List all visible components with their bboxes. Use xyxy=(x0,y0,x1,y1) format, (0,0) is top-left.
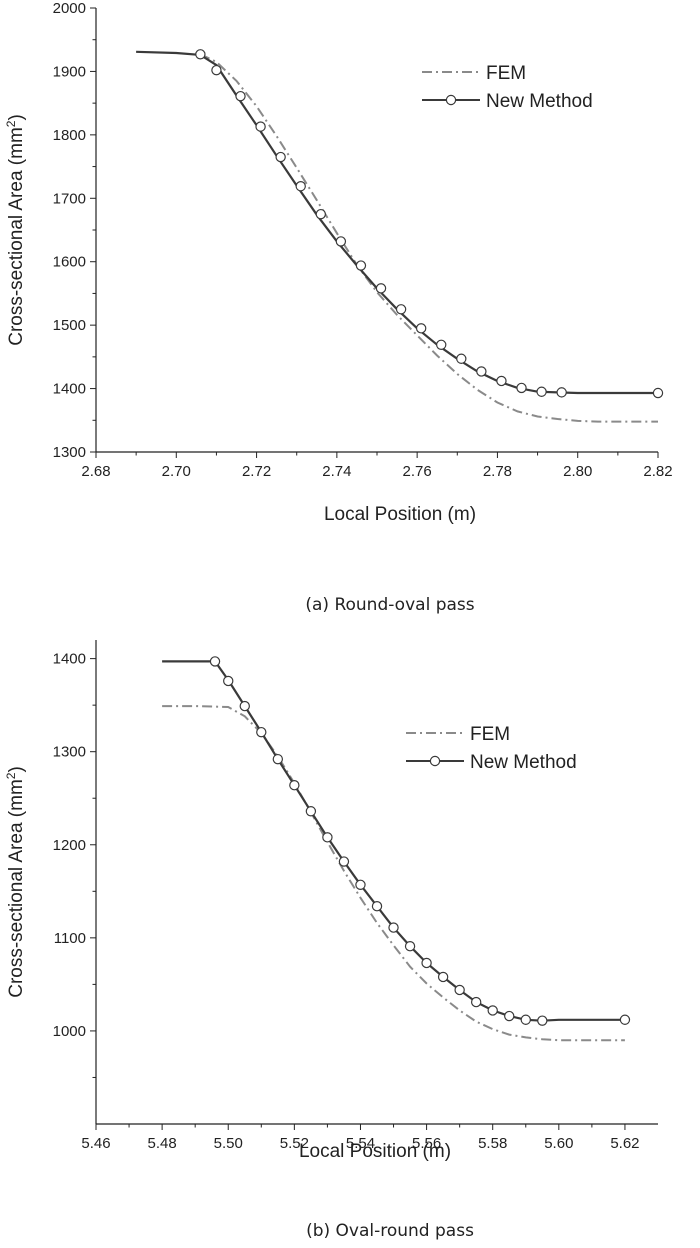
y-axis-label-close: ) xyxy=(6,114,27,120)
y-tick-label: 1400 xyxy=(53,651,86,668)
y-tick-label: 1300 xyxy=(53,444,86,461)
y-axis-label-close: ) xyxy=(6,766,27,772)
x-tick-label: 5.58 xyxy=(478,1135,507,1152)
data-point-new-method xyxy=(556,387,567,398)
data-point-new-method xyxy=(536,386,547,397)
data-point-new-method xyxy=(239,700,250,712)
x-tick-label: 2.72 xyxy=(242,463,271,480)
legend-label: New Method xyxy=(470,752,577,773)
y-axis-label-text: Cross-sectional Area (mm xyxy=(6,779,27,998)
chart-a: 2.68 2.70 2.72 2.74 2.76 2.78 2.80 2.82 1300 1400… xyxy=(4,0,673,615)
figure-caption: (a) Round-oval pass xyxy=(305,595,474,615)
legend-label: New Method xyxy=(486,91,593,112)
legend-marker-new-method xyxy=(445,94,457,106)
data-point-new-method xyxy=(305,806,317,817)
data-point-new-method xyxy=(289,780,300,791)
x-tick-label: 2.74 xyxy=(322,463,351,480)
x-tick-label: 5.54 xyxy=(346,1135,375,1152)
data-point-new-method xyxy=(355,260,367,271)
data-point-new-method xyxy=(436,339,447,351)
x-axis-label: Local Position (m) xyxy=(299,1141,451,1162)
y-tick-label: 1900 xyxy=(53,63,86,80)
legend-label: FEM xyxy=(470,724,510,745)
data-point-new-method xyxy=(470,996,482,1008)
data-point-new-method xyxy=(256,726,267,738)
data-point-new-method xyxy=(338,856,350,867)
x-tick-label: 5.56 xyxy=(412,1135,441,1152)
data-point-new-method xyxy=(335,236,347,247)
data-point-new-method xyxy=(537,1015,548,1026)
x-tick-label: 2.80 xyxy=(563,463,592,480)
y-tick-label: 1100 xyxy=(54,930,86,947)
data-point-new-method xyxy=(504,1010,515,1022)
data-point-new-method xyxy=(388,922,399,933)
data-point-new-method xyxy=(516,382,527,394)
data-point-new-method xyxy=(275,151,286,163)
y-axis-label: Cross-sectional Area (mm2) xyxy=(4,766,27,998)
x-tick-label: 5.48 xyxy=(148,1135,177,1152)
chart-b: 5.46 5.48 5.50 5.52 5.54 5.56 5.58 5.60 5.62 1000… xyxy=(4,640,658,1241)
y-tick-label: 1600 xyxy=(53,254,86,271)
y-tick-label: 1400 xyxy=(53,381,86,398)
y-axis-label-superscript: 2 xyxy=(4,120,18,127)
x-tick-label: 2.70 xyxy=(162,463,191,480)
x-tick-label: 5.50 xyxy=(214,1135,243,1152)
data-point-new-method xyxy=(375,283,387,294)
data-point-new-method xyxy=(454,984,465,996)
x-tick-label: 5.60 xyxy=(544,1135,573,1152)
data-point-new-method xyxy=(235,90,246,102)
data-point-new-method xyxy=(371,901,383,912)
y-axis-label: Cross-sectional Area (mm2) xyxy=(4,114,27,346)
data-point-new-method xyxy=(322,832,333,843)
y-tick-label: 1700 xyxy=(53,190,86,207)
x-tick-label: 5.62 xyxy=(610,1135,639,1152)
data-point-new-method xyxy=(295,181,306,192)
data-point-new-method xyxy=(195,49,206,60)
x-tick-label: 2.68 xyxy=(81,463,110,480)
x-tick-label: 2.78 xyxy=(483,463,512,480)
data-point-new-method xyxy=(355,879,366,890)
data-point-new-method xyxy=(415,323,427,334)
legend-marker-new-method xyxy=(429,755,441,767)
x-tick-label: 2.82 xyxy=(643,463,672,480)
y-tick-label: 1800 xyxy=(53,127,86,144)
data-point-new-method xyxy=(404,941,416,952)
series-line-new-method xyxy=(162,660,625,1022)
x-tick-label: 2.76 xyxy=(403,463,432,480)
data-point-new-method xyxy=(223,675,234,687)
data-point-new-method xyxy=(272,753,284,765)
data-point-new-method xyxy=(421,957,432,969)
y-tick-label: 1000 xyxy=(53,1023,86,1040)
data-point-new-method xyxy=(496,375,507,387)
data-point-new-method xyxy=(395,304,407,315)
y-axis-label-superscript: 2 xyxy=(4,772,18,779)
data-point-new-method xyxy=(476,366,487,377)
data-point-new-method xyxy=(520,1014,531,1025)
data-point-new-method xyxy=(255,121,266,132)
x-tick-label: 5.46 xyxy=(81,1135,110,1152)
y-axis-label-text: Cross-sectional Area (mm xyxy=(6,127,27,346)
x-tick-label: 5.52 xyxy=(280,1135,309,1152)
legend-label: FEM xyxy=(486,63,526,84)
data-point-new-method xyxy=(209,656,221,667)
data-point-new-method xyxy=(652,387,664,399)
data-point-new-method xyxy=(211,64,222,76)
y-tick-label: 1200 xyxy=(53,837,86,854)
y-tick-label: 1300 xyxy=(53,744,86,761)
data-point-new-method xyxy=(456,353,467,364)
data-point-new-method xyxy=(487,1005,498,1016)
data-point-new-method xyxy=(437,971,449,983)
y-tick-label: 2000 xyxy=(53,0,86,17)
figure-caption: (b) Oval-round pass xyxy=(306,1221,474,1241)
y-tick-label: 1500 xyxy=(53,317,86,334)
series-line-fem xyxy=(199,53,658,423)
data-point-new-method xyxy=(315,208,326,220)
data-point-new-method xyxy=(619,1014,631,1025)
x-axis-label: Local Position (m) xyxy=(324,504,476,525)
